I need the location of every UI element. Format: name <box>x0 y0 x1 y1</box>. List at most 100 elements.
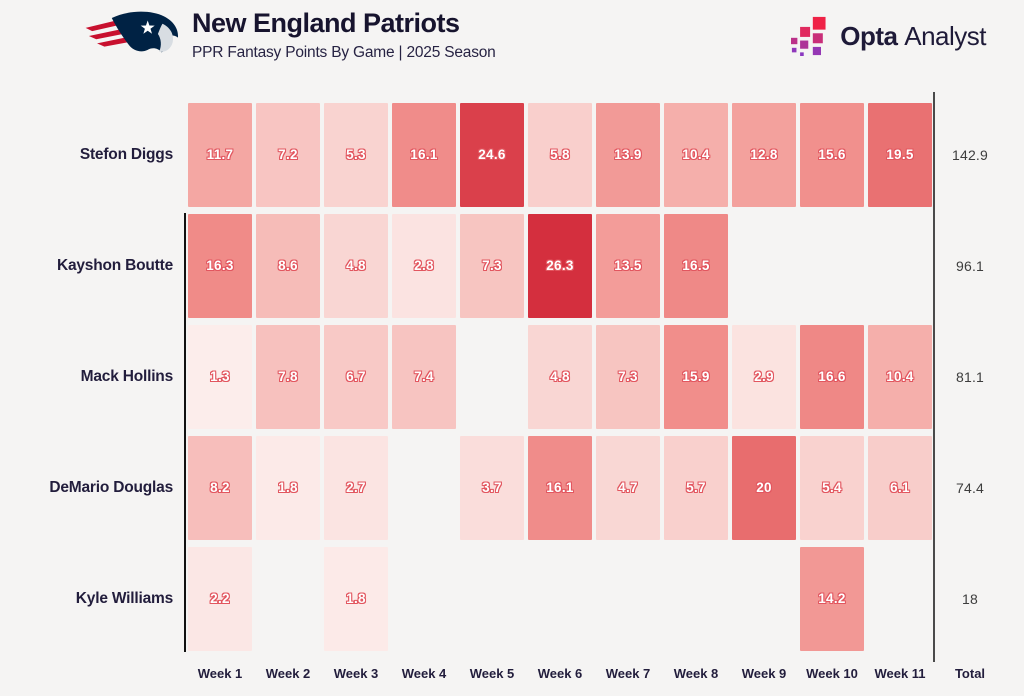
cell-value: 12.8 <box>750 147 778 162</box>
heatmap-cell: 4.8 <box>528 324 592 429</box>
cell-value: 24.6 <box>478 147 506 162</box>
x-axis-label: Week 6 <box>537 666 583 681</box>
x-axis-label: Week 11 <box>874 666 926 681</box>
y-axis-line <box>184 213 186 652</box>
cell-value: 16.3 <box>206 258 234 273</box>
heatmap-cell: 16.1 <box>392 102 456 207</box>
player-label: Kyle Williams <box>75 589 173 607</box>
cell-value: 6.7 <box>346 369 366 384</box>
cell-value: 5.7 <box>686 480 706 495</box>
heatmap-cell: 7.3 <box>460 213 524 318</box>
cell-value: 1.8 <box>346 591 366 606</box>
cell-value: 5.4 <box>822 480 842 495</box>
cell-value: 7.3 <box>618 369 638 384</box>
x-axis-label: Week 9 <box>741 666 787 681</box>
heatmap-cell: 1.3 <box>188 324 252 429</box>
row-total-value: 18 <box>962 590 978 607</box>
opta-analyst-wordmark: Opta Analyst <box>840 21 986 52</box>
cell-value: 16.1 <box>546 480 574 495</box>
page-title: New England Patriots <box>192 8 460 38</box>
heatmap-cell: 11.7 <box>188 102 252 207</box>
heatmap-cell: 16.5 <box>664 213 728 318</box>
cell-value: 2.9 <box>754 369 774 384</box>
cell-value: 5.3 <box>346 147 366 162</box>
cell-value: 7.2 <box>278 147 298 162</box>
total-separator-line <box>933 92 935 662</box>
heatmap-cell: 4.8 <box>324 213 388 318</box>
heatmap-cell: 1.8 <box>256 435 320 540</box>
cell-value: 16.6 <box>818 369 846 384</box>
heatmap-cell: 3.7 <box>460 435 524 540</box>
heatmap-cell: 6.1 <box>868 435 932 540</box>
heatmap-cell: 10.4 <box>868 324 932 429</box>
cell-value: 8.2 <box>210 480 230 495</box>
heatmap-cell: 16.1 <box>528 435 592 540</box>
player-label: Stefon Diggs <box>79 145 173 163</box>
row-total-value: 96.1 <box>955 257 985 274</box>
heatmap-cell: 15.9 <box>664 324 728 429</box>
heatmap-cell: 16.3 <box>188 213 252 318</box>
heatmap-cell: 15.6 <box>800 102 864 207</box>
cell-value: 2.7 <box>346 480 366 495</box>
heatmap-cell: 5.7 <box>664 435 728 540</box>
cell-value: 7.8 <box>278 369 298 384</box>
heatmap-cell: 19.5 <box>868 102 932 207</box>
cell-value: 1.8 <box>278 480 298 495</box>
x-axis-label: Week 7 <box>605 666 651 681</box>
opta-steps-icon <box>791 16 826 56</box>
row-total-value: 142.9 <box>951 146 989 163</box>
x-axis-label: Week 2 <box>265 666 311 681</box>
heatmap-cell: 13.9 <box>596 102 660 207</box>
cell-value: 10.4 <box>682 147 710 162</box>
x-axis-label: Week 4 <box>401 666 447 681</box>
heatmap-cell: 2.9 <box>732 324 796 429</box>
cell-value: 4.8 <box>550 369 570 384</box>
heatmap-cell: 5.8 <box>528 102 592 207</box>
heatmap-cell: 26.3 <box>528 213 592 318</box>
player-label: Kayshon Boutte <box>56 256 173 274</box>
player-label: DeMario Douglas <box>49 478 173 496</box>
heatmap-cell: 7.2 <box>256 102 320 207</box>
x-axis-label: Week 8 <box>673 666 719 681</box>
cell-value: 16.1 <box>410 147 438 162</box>
heatmap-cell: 4.7 <box>596 435 660 540</box>
page-subtitle: PPR Fantasy Points By Game | 2025 Season <box>192 43 496 61</box>
cell-value: 16.5 <box>682 258 710 273</box>
heatmap-cell: 5.3 <box>324 102 388 207</box>
heatmap-cell: 7.4 <box>392 324 456 429</box>
cell-value: 15.6 <box>818 147 846 162</box>
cell-value: 14.2 <box>818 591 846 606</box>
heatmap-cell: 6.7 <box>324 324 388 429</box>
cell-value: 4.8 <box>346 258 366 273</box>
cell-value: 13.9 <box>614 147 642 162</box>
cell-value: 19.5 <box>886 147 914 162</box>
cell-value: 11.7 <box>206 147 234 162</box>
heatmap-cell: 8.2 <box>188 435 252 540</box>
cell-value: 6.1 <box>890 480 910 495</box>
heatmap-cell: 2.2 <box>188 546 252 651</box>
heatmap-cell: 5.4 <box>800 435 864 540</box>
x-axis-label: Week 1 <box>197 666 243 681</box>
cell-value: 4.7 <box>618 480 638 495</box>
cell-value: 10.4 <box>886 369 914 384</box>
x-axis-label: Week 3 <box>333 666 379 681</box>
opta-analyst-logo: Opta Analyst <box>791 16 986 56</box>
cell-value: 7.4 <box>414 369 434 384</box>
heatmap-cell: 20 <box>732 435 796 540</box>
opta-word-bold: Opta <box>840 20 898 51</box>
cell-value: 13.5 <box>614 258 642 273</box>
heatmap-grid: Stefon Diggs 11.7 7.2 5.3 16.1 24.6 5.8 13.9 10.… <box>0 99 1006 696</box>
cell-value: 26.3 <box>546 258 574 273</box>
heatmap-cell: 12.8 <box>732 102 796 207</box>
heatmap-cell: 7.3 <box>596 324 660 429</box>
cell-value: 3.7 <box>482 480 502 495</box>
cell-value: 8.6 <box>278 258 298 273</box>
heatmap-cell: 16.6 <box>800 324 864 429</box>
heatmap-cell: 2.8 <box>392 213 456 318</box>
patriots-logo-icon <box>85 11 179 53</box>
cell-value: 20 <box>756 480 772 495</box>
heatmap-cell: 7.8 <box>256 324 320 429</box>
x-axis-label: Week 10 <box>806 666 858 681</box>
cell-value: 2.2 <box>210 591 230 606</box>
